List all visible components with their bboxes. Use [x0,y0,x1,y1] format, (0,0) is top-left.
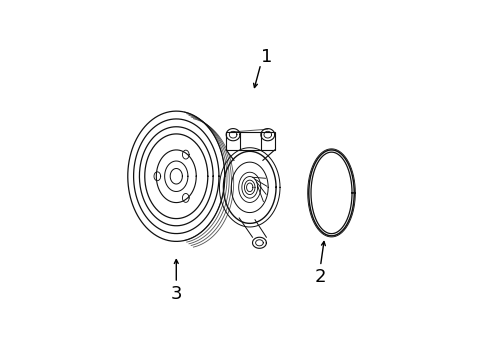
Text: 3: 3 [171,285,182,303]
Text: 2: 2 [315,269,326,287]
Text: 1: 1 [261,48,272,66]
